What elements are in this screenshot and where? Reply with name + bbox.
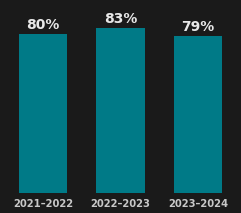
Bar [174, 36, 222, 193]
Text: 80%: 80% [26, 18, 60, 32]
Text: 83%: 83% [104, 12, 137, 26]
Text: 79%: 79% [181, 20, 215, 34]
Bar [96, 28, 145, 193]
Bar [19, 34, 67, 193]
